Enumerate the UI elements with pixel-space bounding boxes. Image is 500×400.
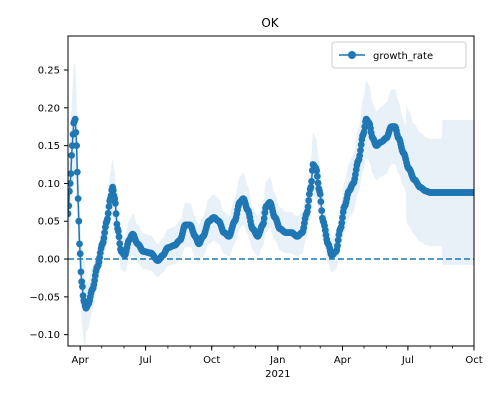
data-point	[76, 240, 83, 248]
data-point	[112, 199, 119, 207]
data-point	[115, 233, 123, 241]
data-point	[313, 167, 320, 175]
data-point	[357, 146, 364, 154]
data-point	[101, 229, 108, 237]
y-tick-label: 0.25	[38, 66, 60, 77]
data-point	[74, 195, 82, 203]
data-point	[334, 236, 342, 244]
legend-label: growth_rate	[373, 51, 433, 62]
legend: growth_rate	[331, 41, 467, 69]
data-point	[339, 214, 346, 221]
data-point	[104, 215, 111, 223]
data-point	[316, 190, 324, 198]
data-point	[68, 152, 75, 159]
y-axis: −0.10 −0.05 0.00 0.05 0.10 0.15 0.20 0.25	[29, 66, 68, 341]
data-point	[307, 183, 315, 191]
data-point	[305, 197, 313, 204]
y-tick-label: 0.05	[38, 217, 60, 228]
y-tick-label: −0.05	[29, 292, 60, 303]
data-point	[308, 177, 315, 185]
y-tick-label: −0.10	[29, 330, 60, 341]
data-point	[105, 203, 113, 210]
data-point	[317, 198, 325, 206]
data-point	[77, 268, 85, 276]
y-tick-label: 0.15	[38, 141, 60, 152]
data-point	[109, 186, 117, 194]
x-tick-label: Oct	[465, 355, 482, 366]
data-point	[100, 234, 108, 242]
y-tick-label: 0.00	[38, 255, 60, 266]
data-point	[68, 187, 73, 195]
data-point	[313, 172, 321, 180]
data-point	[71, 115, 79, 123]
data-point	[116, 240, 124, 247]
data-point	[73, 168, 81, 176]
x-tick-label: Apr	[334, 355, 352, 366]
series-marker-layer	[68, 115, 474, 312]
x-tick-label: Oct	[203, 355, 220, 366]
y-tick-label: 0.10	[38, 179, 60, 190]
data-point	[114, 227, 122, 235]
x-year-label: 2021	[265, 369, 290, 380]
x-tick-label: Jul	[139, 355, 152, 366]
data-point	[68, 180, 74, 187]
plot-area	[68, 61, 474, 346]
y-tick-label: 0.20	[38, 103, 60, 114]
x-axis: Apr Jul Oct Jan Apr Jul Oct 2021	[72, 346, 483, 380]
data-point	[68, 170, 75, 177]
data-point	[68, 210, 72, 218]
data-point	[304, 203, 312, 211]
data-point	[334, 242, 341, 250]
x-tick-label: Apr	[72, 355, 90, 366]
data-point	[104, 209, 112, 217]
data-point	[76, 250, 84, 258]
data-point	[112, 210, 120, 218]
data-point	[470, 189, 474, 196]
data-point	[318, 207, 326, 215]
data-point	[357, 141, 365, 149]
data-point	[72, 129, 80, 136]
x-tick-label: Jan	[269, 355, 285, 366]
data-point	[360, 128, 368, 136]
data-point	[75, 217, 83, 225]
data-point	[314, 179, 322, 187]
legend-marker	[348, 51, 356, 59]
data-point	[73, 142, 80, 150]
legend-box	[331, 41, 467, 69]
data-point	[260, 215, 268, 222]
axes-frame	[67, 35, 475, 347]
data-point	[338, 219, 346, 227]
chart-title: OK	[261, 16, 279, 30]
data-point	[68, 202, 73, 210]
data-point	[79, 283, 86, 290]
x-tick-label: Jul	[401, 355, 414, 366]
data-point	[356, 152, 364, 159]
